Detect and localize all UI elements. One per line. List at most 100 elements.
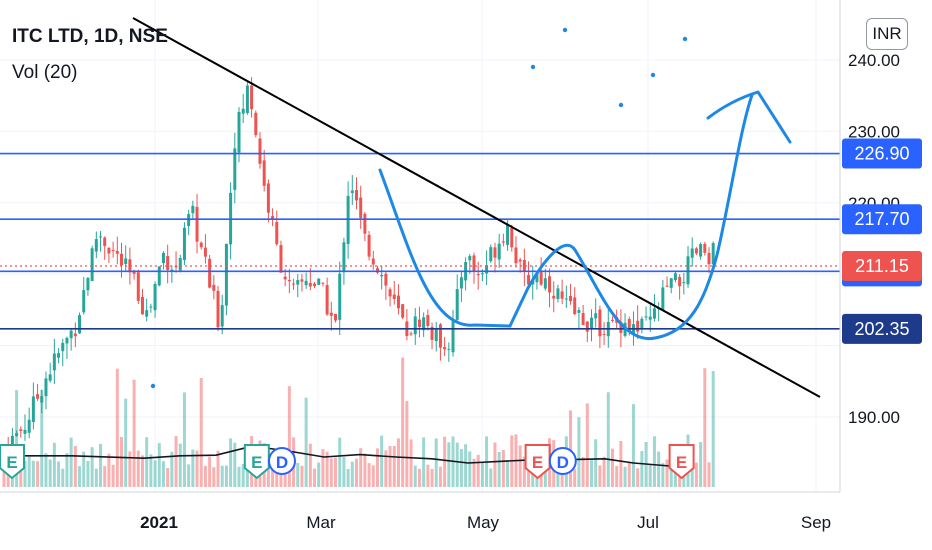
volume-bar xyxy=(182,392,186,487)
volume-bar xyxy=(313,468,317,487)
volume-bar xyxy=(82,451,86,487)
candle-body xyxy=(245,85,249,113)
volume-bar xyxy=(178,443,182,487)
candle-body xyxy=(480,273,484,275)
candle-body xyxy=(48,374,52,381)
event-marker[interactable]: E xyxy=(524,444,551,480)
grid-layer xyxy=(0,0,840,492)
annotation-dot xyxy=(562,27,568,33)
candle-body xyxy=(350,190,354,194)
volume-bar xyxy=(296,463,300,487)
candle-body xyxy=(438,324,442,348)
candle-body xyxy=(342,242,346,273)
volume-bar xyxy=(652,436,656,487)
candle-body xyxy=(426,315,430,326)
volume-bar xyxy=(518,445,522,487)
dividend-marker-shape xyxy=(268,447,296,475)
candle-body xyxy=(497,243,501,260)
candle-body xyxy=(527,275,531,285)
candle-body xyxy=(82,290,86,313)
price-label-badge xyxy=(842,138,922,169)
volume-bar xyxy=(57,461,61,487)
volume-bar xyxy=(464,444,468,487)
event-marker-letter: D xyxy=(557,453,569,472)
volume-bar xyxy=(426,464,430,487)
volume-bar xyxy=(459,449,463,487)
candle-body xyxy=(594,313,598,319)
candle-body xyxy=(489,247,493,262)
candle-body xyxy=(90,248,94,282)
volume-bar xyxy=(187,464,191,487)
volume-bar xyxy=(212,467,216,487)
volume-bar xyxy=(271,461,275,487)
annotation-dot xyxy=(150,383,156,389)
candle-body xyxy=(648,316,652,320)
event-marker[interactable]: D xyxy=(548,447,577,475)
candle-body xyxy=(682,282,686,284)
candle-body xyxy=(36,394,40,399)
volume-bar xyxy=(153,460,157,487)
volume-bar xyxy=(220,465,224,487)
volume-bar xyxy=(531,468,535,487)
drawing-layer[interactable] xyxy=(132,17,821,398)
volume-bar xyxy=(648,464,652,487)
price-label-text: 202.35 xyxy=(854,319,909,339)
candle-body xyxy=(506,223,510,245)
volume-bar xyxy=(615,466,619,487)
volume-bar xyxy=(69,437,73,487)
volume-bar xyxy=(342,457,346,487)
event-marker[interactable]: E xyxy=(243,444,270,480)
candle-body xyxy=(707,252,711,265)
candle-body xyxy=(94,239,98,252)
candle-body xyxy=(585,321,589,332)
volume-bar xyxy=(355,458,359,487)
volume-bar xyxy=(40,390,44,487)
volume-bar xyxy=(665,459,669,487)
symbol-title[interactable]: ITC LTD, 1D, NSE xyxy=(12,26,168,47)
candle-body xyxy=(501,241,505,243)
candle-body xyxy=(359,197,363,219)
volume-bar xyxy=(99,443,103,487)
volume-bar xyxy=(157,443,161,487)
candle-body xyxy=(485,265,489,274)
volume-bar xyxy=(661,463,665,487)
candle-body xyxy=(250,85,254,110)
volume-bar xyxy=(573,468,577,487)
volume-bar xyxy=(233,442,237,487)
candle-body xyxy=(556,288,560,299)
event-marker[interactable]: E xyxy=(0,444,25,480)
candle-body xyxy=(321,282,325,284)
currency-button[interactable]: INR xyxy=(866,18,908,50)
volume-bar xyxy=(623,466,627,487)
volume-bar xyxy=(237,466,241,487)
volume-indicator-label[interactable]: Vol (20) xyxy=(12,62,78,83)
volume-bar xyxy=(640,451,644,487)
candle-body xyxy=(237,111,241,153)
candle-body xyxy=(241,108,245,114)
volume-bar xyxy=(224,465,228,487)
time-tick-label: Mar xyxy=(306,513,336,532)
event-marker[interactable]: D xyxy=(268,447,296,475)
candle-body xyxy=(598,309,602,337)
candle-body xyxy=(224,243,228,306)
volume-bar xyxy=(208,456,212,487)
volume-bar xyxy=(380,435,384,487)
candle-body xyxy=(451,321,455,353)
candle-body xyxy=(23,429,27,434)
volume-bar xyxy=(73,445,77,487)
event-marker[interactable]: E xyxy=(668,444,695,480)
price-tick-label: 230.00 xyxy=(848,122,900,141)
level-lines[interactable] xyxy=(0,152,840,330)
volume-bar xyxy=(338,437,342,487)
volume-bar xyxy=(61,468,65,487)
candle-body xyxy=(510,228,514,248)
volume-bar xyxy=(136,450,140,487)
dividend-marker-shape xyxy=(548,447,577,475)
candle-body xyxy=(233,148,237,190)
candle-body xyxy=(166,256,170,270)
candle-body xyxy=(313,283,317,287)
candle-body xyxy=(120,253,124,266)
